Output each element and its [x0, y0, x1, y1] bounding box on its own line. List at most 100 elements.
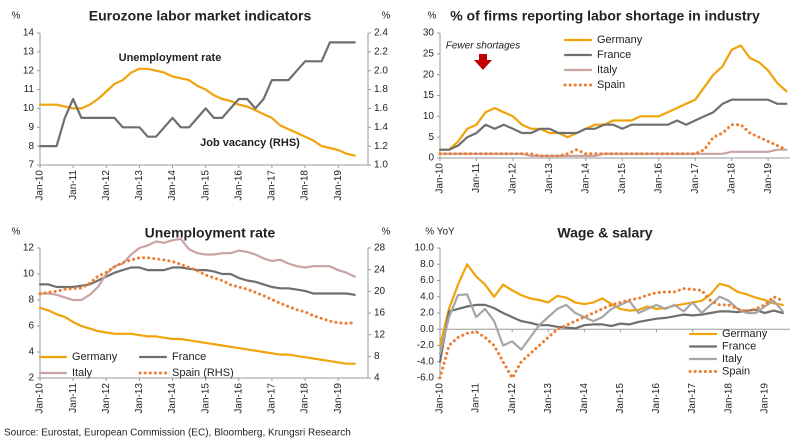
y2-tick-label: 1.6 [374, 103, 388, 114]
x-tick-label: Jan-18 [726, 163, 737, 194]
x-tick-label: Jan-10 [435, 163, 446, 194]
x-tick-label: Jan-11 [471, 163, 482, 193]
y2-axis-unit: % [382, 227, 391, 238]
source-note: Source: Eurostat, European Commission (E… [4, 428, 351, 439]
series-line [38, 256, 357, 325]
x-tick-label: Jan-11 [471, 383, 482, 413]
y-tick-label: 8 [28, 295, 34, 306]
y2-tick-label: 1.2 [374, 141, 388, 152]
annotation: Unemployment rate [119, 52, 222, 64]
legend-label: Germany [722, 328, 768, 340]
y-tick-label: -2.0 [417, 340, 435, 351]
chart-title: % of firms reporting labor shortage in i… [450, 8, 760, 24]
y2-axis-unit: % [382, 11, 391, 22]
x-tick-label: Jan-12 [508, 163, 519, 194]
y-tick-label: 15 [423, 90, 435, 101]
legend-label: Spain [722, 365, 750, 377]
x-tick-label: Jan-17 [267, 383, 278, 414]
x-tick-label: Jan-19 [759, 383, 770, 414]
x-tick-label: Jan-12 [507, 383, 518, 414]
x-tick-label: Jan-19 [333, 170, 344, 201]
y-tick-label: -4.0 [417, 356, 435, 367]
chart-title: Eurozone labor market indicators [89, 8, 312, 24]
y-tick-label: 11 [24, 84, 35, 95]
y-tick-label: 7 [28, 160, 34, 171]
x-tick-label: Jan-18 [300, 383, 311, 414]
x-tick-label: Jan-13 [134, 383, 145, 414]
y2-tick-label: 8 [374, 351, 380, 362]
series-line [38, 67, 356, 157]
y-tick-label: 0.0 [420, 324, 434, 335]
legend-label: Germany [597, 34, 643, 46]
chart-title: Unemployment rate [145, 225, 276, 241]
x-tick-label: Jan-19 [333, 383, 344, 414]
chart-panel: Unemployment rate% %24681012481216202428J… [12, 225, 391, 414]
y-tick-label: 8 [28, 141, 34, 152]
annotation-arrow [474, 60, 492, 70]
x-tick-label: Jan-15 [200, 383, 211, 414]
y-tick-label: 10 [23, 269, 35, 280]
y-axis-unit: % YoY [425, 227, 455, 238]
x-tick-label: Jan-18 [300, 170, 311, 201]
y-tick-label: 20 [423, 69, 435, 80]
x-tick-label: Jan-18 [723, 383, 734, 414]
y-tick-label: 0 [428, 153, 434, 164]
x-tick-label: Jan-14 [579, 383, 590, 414]
y-axis-unit: % [12, 227, 21, 238]
x-tick-label: Jan-17 [690, 163, 701, 194]
y2-tick-label: 1.8 [374, 84, 388, 95]
y-tick-label: 25 [423, 48, 435, 59]
y2-tick-label: 4 [374, 373, 380, 384]
x-tick-label: Jan-12 [101, 170, 112, 201]
y-axis-unit: % [12, 11, 21, 22]
y-tick-label: 10 [423, 111, 435, 122]
y-tick-label: 12 [23, 65, 35, 76]
series-line [438, 303, 784, 363]
y2-tick-label: 28 [374, 243, 386, 254]
series-line [438, 123, 788, 158]
x-tick-label: Jan-13 [544, 163, 555, 194]
y-axis-unit: % [428, 11, 437, 22]
legend-label: Italy [72, 367, 93, 379]
chart-title: Wage & salary [557, 225, 652, 241]
x-tick-label: Jan-11 [68, 170, 79, 200]
x-tick-label: Jan-17 [687, 383, 698, 414]
x-tick-label: Jan-10 [435, 383, 446, 414]
x-tick-label: Jan-15 [617, 163, 628, 194]
y2-tick-label: 16 [374, 308, 386, 319]
x-tick-label: Jan-10 [35, 170, 46, 201]
x-tick-label: Jan-11 [68, 383, 79, 413]
annotation: Fewer shortages [446, 41, 520, 52]
y2-tick-label: 20 [374, 286, 386, 297]
x-tick-label: Jan-19 [763, 163, 774, 194]
x-tick-label: Jan-13 [543, 383, 554, 414]
y2-tick-label: 12 [374, 329, 386, 340]
y2-tick-label: 24 [374, 264, 386, 275]
y-tick-label: 13 [23, 46, 35, 57]
y-tick-label: 9 [28, 122, 34, 133]
series-line [438, 98, 788, 151]
legend-label: Germany [72, 351, 118, 363]
y-tick-label: 30 [423, 28, 435, 39]
y-tick-label: 6 [28, 321, 34, 332]
legend-label: France [722, 340, 756, 352]
y2-tick-label: 2.4 [374, 28, 388, 39]
y-tick-label: 10.0 [415, 243, 435, 254]
chart-panel: Eurozone labor market indicators% % 7 8 9 10 1… [12, 8, 391, 201]
y-tick-label: 12 [23, 243, 35, 254]
y-tick-label: -6.0 [417, 373, 435, 384]
y-tick-label: 2.0 [420, 308, 434, 319]
x-tick-label: Jan-12 [101, 383, 112, 414]
x-tick-label: Jan-16 [653, 163, 664, 194]
y2-tick-label: 2.0 [374, 65, 388, 76]
x-tick-label: Jan-16 [651, 383, 662, 414]
x-tick-label: Jan-16 [233, 383, 244, 414]
y-tick-label: 5 [428, 132, 434, 143]
y-tick-label: 4.0 [420, 291, 434, 302]
x-tick-label: Jan-10 [35, 383, 46, 414]
series-line [438, 287, 785, 380]
y-tick-label: 2 [28, 373, 34, 384]
legend-label: Italy [597, 64, 618, 76]
series-line [38, 237, 356, 302]
